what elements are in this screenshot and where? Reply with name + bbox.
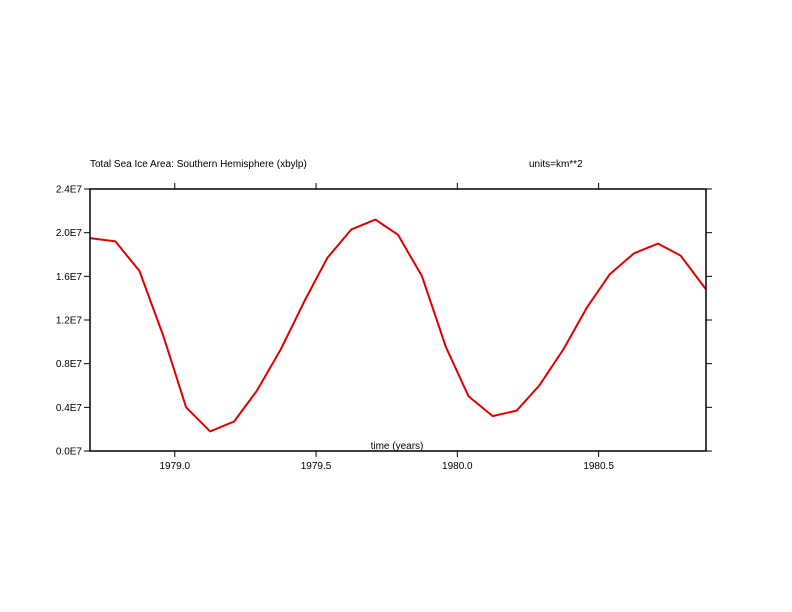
x-axis-label: time (years) bbox=[371, 441, 424, 452]
x-tick-label: 1980.5 bbox=[583, 461, 614, 472]
x-tick-label: 1980.0 bbox=[442, 461, 473, 472]
units-label: units=km**2 bbox=[529, 159, 583, 170]
series-line bbox=[89, 218, 707, 433]
chart-title: Total Sea Ice Area: Southern Hemisphere … bbox=[90, 159, 307, 170]
y-tick-label: 2.0E7 bbox=[56, 228, 83, 239]
plot-area: 0.0E7 0.4E7 0.8E7 1.2E7 1.6E7 2.0E7 2.4E7 1979.… bbox=[56, 183, 712, 472]
y-tick-label: 2.4E7 bbox=[56, 185, 83, 196]
y-tick-label: 1.2E7 bbox=[56, 316, 83, 327]
y-tick-label: 0.0E7 bbox=[56, 447, 83, 458]
y-tick-label: 1.6E7 bbox=[56, 272, 83, 283]
y-tick-label: 0.8E7 bbox=[56, 359, 83, 370]
plot-frame bbox=[89, 188, 707, 452]
y-tick-label: 0.4E7 bbox=[56, 403, 83, 414]
x-tick-label: 1979.0 bbox=[159, 461, 190, 472]
x-tick-label: 1979.5 bbox=[301, 461, 332, 472]
